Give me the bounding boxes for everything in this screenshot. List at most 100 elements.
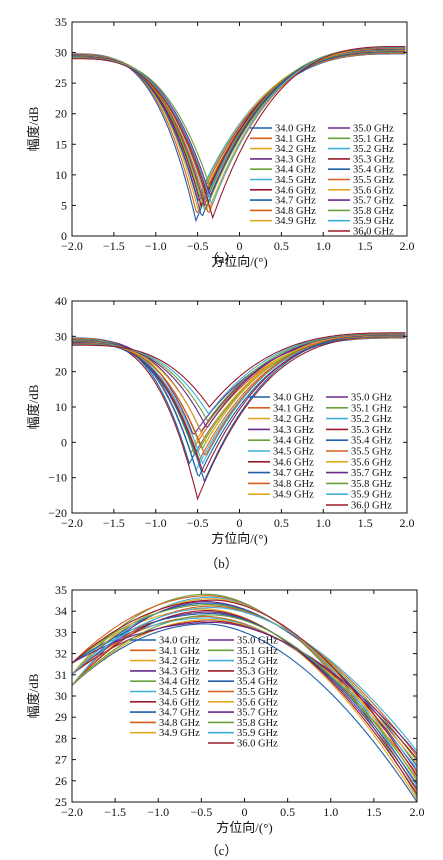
series-line-359GHz (72, 607, 417, 752)
y-axis-ticks: −20 −10 0 10 20 30 40 (48, 294, 407, 520)
legend-label: 35.5 GHz (353, 175, 394, 186)
legend-label: 35.4 GHz (351, 436, 392, 447)
y-tick-label: 20 (55, 107, 67, 121)
x-tick-label: 1.0 (323, 805, 338, 819)
y-tick-label: 10 (55, 400, 67, 414)
legend-label: 34.6 GHz (275, 185, 316, 196)
x-tick-label: −2.0 (61, 805, 83, 819)
y-tick-label: −10 (48, 471, 67, 485)
legend-label: 34.6 GHz (159, 697, 200, 708)
legend-label: 35.0 GHz (351, 393, 392, 404)
x-tick-label: 2.0 (410, 805, 425, 819)
y-axis-label: 幅度/dB (26, 673, 41, 718)
y-tick-label: 30 (55, 689, 67, 703)
x-tick-label: −2.0 (61, 516, 83, 530)
legend-label: 34.0 GHz (273, 393, 314, 404)
y-axis-label: 幅度/dB (26, 384, 41, 429)
y-axis-ticks: 0 5 10 15 20 25 30 35 (55, 15, 407, 243)
legend-label: 35.6 GHz (351, 457, 392, 468)
legend-label: 36.0 GHz (351, 501, 392, 512)
x-tick-label: −0.5 (187, 516, 209, 530)
legend-label: 34.5 GHz (275, 175, 316, 186)
chart-a-caption: （a） (205, 251, 238, 266)
x-axis-ticks: −2.0 −1.5 −1.0 −0.5 0 0.5 1.0 1.5 2.0 (61, 590, 425, 819)
legend-label: 34.4 GHz (275, 165, 316, 176)
legend-label: 35.7 GHz (353, 196, 394, 207)
x-tick-label: 0 (237, 239, 243, 253)
x-tick-label: −2.0 (61, 239, 83, 253)
legend-label: 35.2 GHz (237, 656, 278, 667)
legend-label: 35.0 GHz (353, 124, 394, 135)
y-tick-label: 35 (55, 583, 67, 597)
x-axis-label: 方位向/(°) (211, 531, 267, 546)
x-tick-label: −1.0 (147, 805, 169, 819)
y-tick-label: 33 (55, 625, 67, 639)
series-line-360GHz (72, 599, 417, 777)
y-tick-label: 5 (61, 198, 67, 212)
x-tick-label: 0.5 (274, 516, 289, 530)
legend-label: 34.0 GHz (275, 124, 316, 135)
x-tick-label: 0 (237, 516, 243, 530)
legend-label: 34.8 GHz (273, 479, 314, 490)
y-tick-label: 28 (55, 731, 67, 745)
legend-label: 35.4 GHz (353, 165, 394, 176)
y-tick-label: 0 (61, 435, 67, 449)
x-tick-label: −1.0 (145, 239, 167, 253)
legend-label: 36.0 GHz (237, 739, 278, 750)
y-tick-label: 0 (61, 229, 67, 243)
legend-label: 35.1 GHz (353, 134, 394, 145)
legend-label: 34.7 GHz (273, 468, 314, 479)
legend-label: 35.6 GHz (353, 185, 394, 196)
legend-label: 35.2 GHz (353, 144, 394, 155)
chart-panel-a: −2.0 −1.5 −1.0 −0.5 0 0.5 1.0 1.5 2.0 0 5 10 15 20 25 3… (0, 0, 443, 270)
legend-label: 35.3 GHz (353, 154, 394, 165)
y-tick-label: 27 (55, 753, 67, 767)
chart-b-svg: −2.0 −1.5 −1.0 −0.5 0 0.5 1.0 1.5 2.0 −20 −10 0 10 20… (26, 294, 415, 546)
legend-label: 34.9 GHz (159, 728, 200, 739)
x-axis-ticks: −2.0 −1.5 −1.0 −0.5 0 0.5 1.0 1.5 2.0 (61, 301, 415, 530)
x-tick-label: −0.5 (190, 805, 212, 819)
series-group (72, 332, 406, 501)
legend-label: 34.3 GHz (273, 425, 314, 436)
legend-label: 34.6 GHz (273, 457, 314, 468)
chart-a-svg: −2.0 −1.5 −1.0 −0.5 0 0.5 1.0 1.5 2.0 0 5 10 15 20 25 3… (26, 15, 415, 269)
legend-label: 35.3 GHz (351, 425, 392, 436)
x-tick-label: −0.5 (187, 239, 209, 253)
x-tick-label: 1.0 (316, 239, 331, 253)
series-line-340GHz (72, 623, 417, 802)
x-tick-label: 0.5 (274, 239, 289, 253)
legend-label: 34.5 GHz (159, 687, 200, 698)
chart-panel-c: −2.0 −1.5 −1.0 −0.5 0 0.5 1.0 1.5 2.0 25 26 27 28 29 3… (0, 578, 443, 860)
x-axis-label: 方位向/(°) (211, 254, 267, 269)
y-tick-label: −20 (48, 506, 67, 520)
x-tick-label: 0 (242, 805, 248, 819)
legend-label: 34.7 GHz (275, 196, 316, 207)
series-line-346GHz (72, 610, 417, 795)
legend-label: 35.1 GHz (351, 403, 392, 414)
legend-label: 35.9 GHz (237, 728, 278, 739)
y-tick-label: 20 (55, 365, 67, 379)
series-group (72, 593, 417, 802)
chart-panel-b: −2.0 −1.5 −1.0 −0.5 0 0.5 1.0 1.5 2.0 −20 −10 0 10 20… (0, 285, 443, 575)
legend-label: 35.1 GHz (237, 646, 278, 657)
series-group (72, 45, 406, 223)
legend-label: 34.2 GHz (273, 414, 314, 425)
legend-label: 35.8 GHz (237, 718, 278, 729)
chart-c-svg: −2.0 −1.5 −1.0 −0.5 0 0.5 1.0 1.5 2.0 25 26 27 28 29 3… (26, 583, 425, 835)
y-tick-label: 35 (55, 15, 67, 29)
series-line-360GHz (72, 45, 406, 220)
legend-label: 35.9 GHz (351, 490, 392, 501)
y-tick-label: 31 (55, 668, 67, 682)
legend-label: 35.4 GHz (237, 677, 278, 688)
y-tick-label: 15 (55, 137, 67, 151)
y-tick-label: 30 (55, 329, 67, 343)
chart-c-caption: （c） (205, 843, 238, 858)
legend-label: 35.8 GHz (351, 479, 392, 490)
legend-label: 35.5 GHz (237, 687, 278, 698)
x-tick-label: 2.0 (400, 516, 415, 530)
series-line-354GHz (72, 333, 406, 483)
x-tick-label: 2.0 (400, 239, 415, 253)
legend-label: 35.0 GHz (237, 636, 278, 647)
